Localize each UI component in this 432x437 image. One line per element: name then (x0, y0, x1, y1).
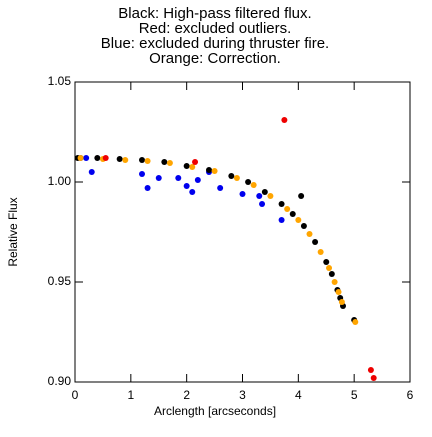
point (122, 157, 129, 163)
x-tick-label: 0 (72, 388, 79, 402)
point (189, 189, 196, 195)
point (298, 193, 305, 199)
point (102, 155, 109, 161)
point (206, 167, 212, 173)
point (289, 211, 296, 217)
x-tick-label: 2 (183, 388, 190, 402)
point (284, 206, 291, 212)
plot-frame (74, 81, 411, 383)
point (239, 191, 246, 197)
point (194, 177, 201, 183)
point (250, 182, 257, 188)
point (367, 367, 374, 373)
y-tick-label: 0.90 (48, 374, 72, 388)
point (161, 159, 168, 165)
x-tick-label: 4 (295, 388, 302, 402)
x-axis-label: Arclength [arcseconds] (154, 404, 276, 418)
x-tick-label: 1 (127, 388, 134, 402)
point (139, 171, 145, 177)
point (83, 155, 90, 161)
chart-title: Red: excluded outliers. (139, 20, 292, 37)
point (312, 239, 319, 245)
point (144, 158, 151, 164)
point (352, 319, 359, 325)
point (233, 175, 240, 181)
y-tick-label: 1.05 (48, 74, 72, 88)
point (278, 201, 285, 207)
y-axis-label: Relative Flux (6, 197, 20, 266)
point (338, 299, 345, 305)
point (116, 156, 123, 162)
point (217, 185, 224, 191)
point (189, 164, 196, 170)
point (306, 231, 313, 237)
point (317, 249, 324, 255)
point (183, 183, 190, 189)
point (211, 168, 218, 174)
point (328, 271, 335, 277)
point (256, 193, 263, 199)
point (245, 179, 252, 185)
point (323, 259, 330, 265)
point (88, 169, 95, 175)
x-tick-label: 6 (407, 388, 414, 402)
point (175, 175, 182, 181)
point (192, 159, 199, 165)
point (300, 223, 307, 229)
point (166, 160, 173, 166)
point (295, 217, 302, 223)
x-tick-label: 5 (351, 388, 358, 402)
point (139, 157, 145, 163)
point (77, 155, 84, 161)
chart-title: Black: High-pass filtered flux. (118, 5, 311, 22)
chart-title: Orange: Correction. (149, 50, 281, 67)
point (281, 117, 288, 123)
y-tick-label: 1.00 (48, 174, 72, 188)
point (183, 163, 190, 169)
point (259, 201, 266, 207)
chart-title: Blue: excluded during thruster fire. (101, 35, 329, 52)
point (370, 375, 377, 381)
point (94, 155, 101, 161)
point (278, 217, 285, 223)
point (335, 289, 342, 295)
point (144, 185, 151, 191)
point (326, 265, 333, 271)
point (267, 193, 274, 199)
point (228, 173, 235, 179)
point (331, 279, 338, 285)
x-tick-label: 3 (239, 388, 246, 402)
point (155, 175, 162, 181)
y-tick-label: 0.95 (48, 274, 72, 288)
point (261, 189, 268, 195)
